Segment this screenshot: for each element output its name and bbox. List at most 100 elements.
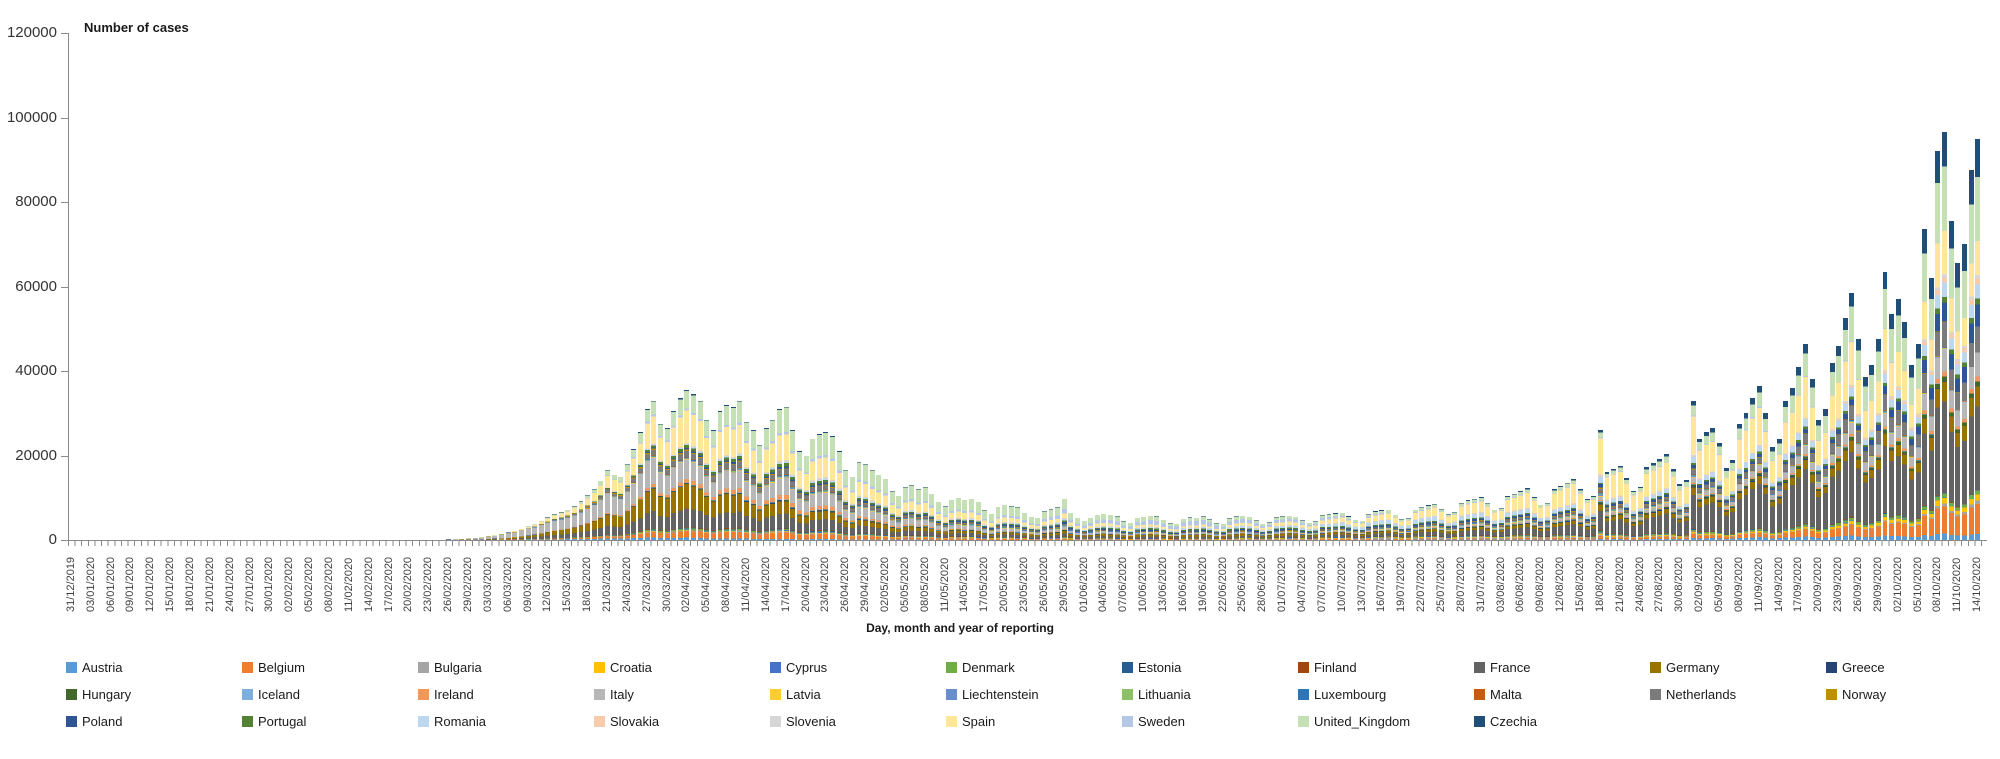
stacked-bar [1352,519,1358,540]
x-tick-label: 21/08/2020 [1613,556,1626,612]
x-tick-label: 19/06/2020 [1196,556,1209,612]
legend-item-france: France [1474,660,1530,675]
stacked-bar [1730,459,1736,540]
stacked-bar [446,539,452,540]
stacked-bar [1260,523,1266,540]
x-tick-label: 31/07/2020 [1474,556,1487,612]
x-tick-label: 05/10/2020 [1911,556,1924,612]
stacked-bar [916,489,922,540]
stacked-bar [1743,413,1749,540]
stacked-bar [1366,513,1372,540]
legend-swatch-cyprus [770,661,781,673]
y-axis-tick [61,33,68,34]
stacked-bar [1604,472,1610,540]
stacked-bar [1551,489,1557,540]
stacked-bar [1670,469,1676,540]
stacked-bar [777,409,783,540]
stacked-bar [1710,428,1716,540]
stacked-bar [1008,506,1014,540]
stacked-bar [1280,516,1286,540]
legend-swatch-bulgaria [418,661,429,673]
stacked-bar [1591,496,1597,540]
stacked-bar [657,423,663,540]
x-tick-label: 12/03/2020 [541,556,554,612]
x-tick-label: 20/02/2020 [402,556,415,612]
stacked-bar [591,489,597,540]
legend-swatch-united_kingdom [1298,715,1309,727]
stacked-bar [1134,517,1140,540]
stacked-bar [644,409,650,540]
stacked-bar [1439,508,1444,540]
stacked-bar [485,536,491,540]
stacked-bar [1114,516,1120,540]
x-tick-label: 02/04/2020 [680,556,693,612]
stacked-bar [889,491,895,540]
stacked-bar [1518,490,1524,540]
x-tick-label: 21/03/2020 [600,556,613,612]
x-tick-label: 14/10/2020 [1971,556,1984,612]
stacked-bar [929,493,935,540]
stacked-bar [1372,511,1378,540]
stacked-bar [1273,517,1279,540]
stacked-bar [525,526,531,540]
stacked-bar [869,470,875,540]
legend-swatch-poland [66,715,77,727]
x-tick-label: 29/05/2020 [1057,556,1070,612]
legend-label: Belgium [258,659,305,675]
stacked-bar [1657,458,1663,540]
legend-swatch-lithuania [1122,688,1133,700]
x-tick-label: 11/10/2020 [1951,557,1964,612]
legend-label: Bulgaria [434,659,482,675]
stacked-bar [1207,519,1213,540]
stacked-bar [1392,514,1398,540]
stacked-bar [836,451,842,540]
stacked-bar [803,455,809,540]
legend-label: Lithuania [1138,686,1191,702]
stacked-bar [1836,345,1842,540]
stacked-bar [1412,509,1418,540]
x-axis-line [68,540,1987,541]
legend-label: Slovakia [610,713,660,729]
legend-swatch-ireland [418,688,429,700]
stacked-bar [909,485,915,540]
legend-swatch-spain [946,715,957,727]
stacked-bar [631,449,637,540]
legend-item-austria: Austria [66,660,122,675]
legend-label: Portugal [258,713,307,729]
stacked-bar [843,470,849,540]
stacked-bar [1816,419,1822,540]
stacked-bar [671,411,677,540]
x-tick-label: 20/04/2020 [799,556,812,612]
stacked-bar [459,538,465,540]
x-tick-label: 17/09/2020 [1792,556,1805,612]
legend-swatch-france [1474,661,1485,673]
stacked-bar [710,430,716,540]
x-tick-label: 08/05/2020 [918,556,931,612]
stacked-bar [1002,504,1008,540]
stacked-bar [1683,480,1689,540]
stacked-bar [552,514,557,540]
legend-item-estonia: Estonia [1122,660,1181,675]
plot-area: 0 20000 40000 60000 80000 100000 120000 31/12/2… [7,25,1987,612]
stacked-bar [969,498,974,540]
legend-label: Liechtenstein [962,686,1039,702]
stacked-bar [1644,467,1650,540]
stacked-bar [565,509,571,540]
stacked-bar [1664,453,1670,540]
stacked-bar [1081,520,1087,540]
x-tick-label: 18/01/2020 [183,556,196,612]
x-tick-label: 07/06/2020 [1117,556,1130,612]
y-tick-label: 80000 [15,193,57,210]
x-tick-label: 18/03/2020 [581,556,594,612]
stacked-bar [1531,496,1537,540]
x-tick-label: 30/08/2020 [1673,556,1686,612]
stacked-bar [684,390,690,540]
legend-label: Sweden [1138,713,1185,729]
stacked-bar [1882,271,1888,540]
x-tick-label: 15/08/2020 [1574,556,1587,612]
stacked-bar [1975,138,1981,540]
stacked-bar [896,495,902,540]
legend-label: Hungary [82,686,132,702]
stacked-bar [1088,518,1094,540]
legend-item-iceland: Iceland [242,687,300,702]
